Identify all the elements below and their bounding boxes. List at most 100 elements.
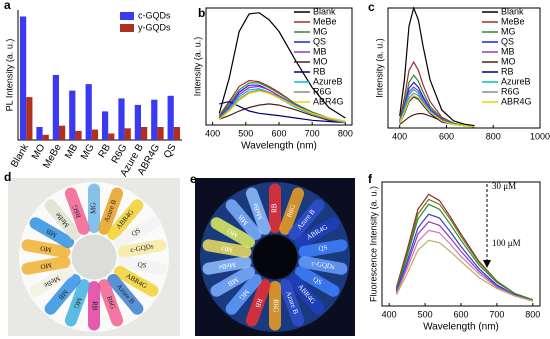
line bbox=[399, 88, 475, 128]
bar bbox=[173, 127, 181, 140]
legend-label: ABR4G bbox=[501, 96, 532, 106]
tube bbox=[44, 199, 81, 241]
panel-label: d bbox=[4, 170, 11, 184]
tube-label: QS bbox=[137, 260, 147, 269]
tube bbox=[107, 199, 144, 241]
tube-label: R6G bbox=[271, 299, 279, 312]
line bbox=[218, 82, 346, 123]
legend-label: ABR4G bbox=[313, 96, 344, 106]
legend-label: MG bbox=[313, 26, 328, 36]
tube-label: MO bbox=[221, 244, 233, 254]
tube-label: QS bbox=[312, 275, 324, 286]
tube bbox=[279, 279, 305, 327]
bar bbox=[151, 99, 158, 140]
tube bbox=[269, 183, 281, 233]
legend-label: Blank bbox=[313, 6, 336, 16]
bar bbox=[167, 95, 174, 140]
x-tick-label: 400 bbox=[205, 128, 220, 138]
legend-label: MO bbox=[313, 56, 328, 66]
tube bbox=[113, 266, 159, 297]
x-tick-label: 400 bbox=[392, 131, 407, 141]
tube bbox=[88, 183, 100, 233]
legend-label: MeBe bbox=[501, 16, 525, 26]
line bbox=[399, 6, 475, 127]
tube-label: RB bbox=[90, 301, 98, 311]
bar bbox=[19, 16, 27, 140]
tube bbox=[117, 239, 167, 258]
x-tick-label: 700 bbox=[305, 128, 320, 138]
bar bbox=[52, 75, 59, 140]
tube-label: MO bbox=[40, 261, 52, 271]
tube bbox=[117, 256, 167, 275]
line bbox=[219, 103, 346, 124]
annotation: 30 μM bbox=[492, 181, 516, 191]
legend-label: MeBe bbox=[313, 16, 337, 26]
legend-swatch bbox=[120, 24, 134, 32]
x-tick-label: 800 bbox=[525, 309, 540, 319]
panel-label: c bbox=[368, 0, 375, 14]
line bbox=[395, 221, 533, 302]
annotation: 100 μM bbox=[492, 238, 521, 248]
tube bbox=[210, 217, 256, 248]
x-tick-label: 700 bbox=[489, 309, 504, 319]
line bbox=[395, 213, 533, 302]
line bbox=[395, 203, 533, 301]
bar bbox=[85, 84, 92, 140]
tube bbox=[288, 273, 325, 315]
panel-label: a bbox=[4, 0, 11, 12]
x-tick-label: Blank bbox=[9, 141, 32, 169]
x-tick-label: QS bbox=[162, 142, 179, 160]
y-axis-label: Fluorescence Intensity (a. u.) bbox=[368, 186, 378, 302]
x-tick-label: 600 bbox=[271, 128, 286, 138]
rack-center bbox=[71, 234, 117, 280]
legend-label: c-GQDs bbox=[138, 10, 171, 20]
legend-label: AzureB bbox=[313, 76, 343, 86]
legend-label: Blank bbox=[501, 6, 524, 16]
legend-label: MB bbox=[313, 46, 327, 56]
legend-label: RB bbox=[313, 66, 326, 76]
line bbox=[218, 12, 346, 119]
tube bbox=[294, 266, 340, 297]
tube bbox=[21, 239, 71, 258]
x-tick-label: 1000 bbox=[530, 131, 550, 141]
bar bbox=[108, 133, 115, 140]
line bbox=[395, 239, 533, 302]
tube-label: RB bbox=[253, 297, 264, 309]
tube bbox=[269, 281, 281, 331]
x-tick-label: 600 bbox=[453, 309, 468, 319]
tube bbox=[245, 279, 271, 327]
arrow-head bbox=[483, 260, 491, 268]
axes bbox=[205, 7, 353, 126]
x-tick-label: 800 bbox=[338, 128, 353, 138]
panel-label: b bbox=[198, 6, 205, 20]
bar bbox=[91, 129, 99, 140]
legend-label: QS bbox=[501, 36, 514, 46]
tube bbox=[245, 187, 271, 235]
tube bbox=[64, 279, 90, 327]
legend-label: R6G bbox=[313, 86, 332, 96]
tube bbox=[107, 273, 144, 315]
tube bbox=[279, 187, 305, 235]
bar bbox=[101, 111, 109, 140]
x-tick-label: 400 bbox=[382, 309, 397, 319]
bar bbox=[42, 134, 49, 140]
legend-label: R6G bbox=[501, 86, 520, 96]
bar bbox=[26, 97, 33, 140]
legend-label: y-GQDs bbox=[138, 22, 171, 32]
x-tick-label: 600 bbox=[439, 131, 454, 141]
tube-label: MG bbox=[72, 296, 83, 309]
tube-label: MeBe bbox=[218, 260, 236, 271]
tube bbox=[29, 217, 75, 249]
tube-label: c-GQDs bbox=[311, 259, 336, 271]
line bbox=[399, 94, 475, 128]
legend-label: RB bbox=[501, 66, 514, 76]
tube-label: MG bbox=[90, 203, 98, 214]
legend-label: MB bbox=[501, 46, 515, 56]
bar bbox=[69, 90, 76, 140]
bar bbox=[59, 125, 66, 140]
legend-label: AzureB bbox=[501, 76, 531, 86]
tube bbox=[29, 266, 75, 297]
y-axis-label: Intensity (a. u.) bbox=[192, 37, 202, 97]
panel-label: e bbox=[190, 172, 197, 186]
